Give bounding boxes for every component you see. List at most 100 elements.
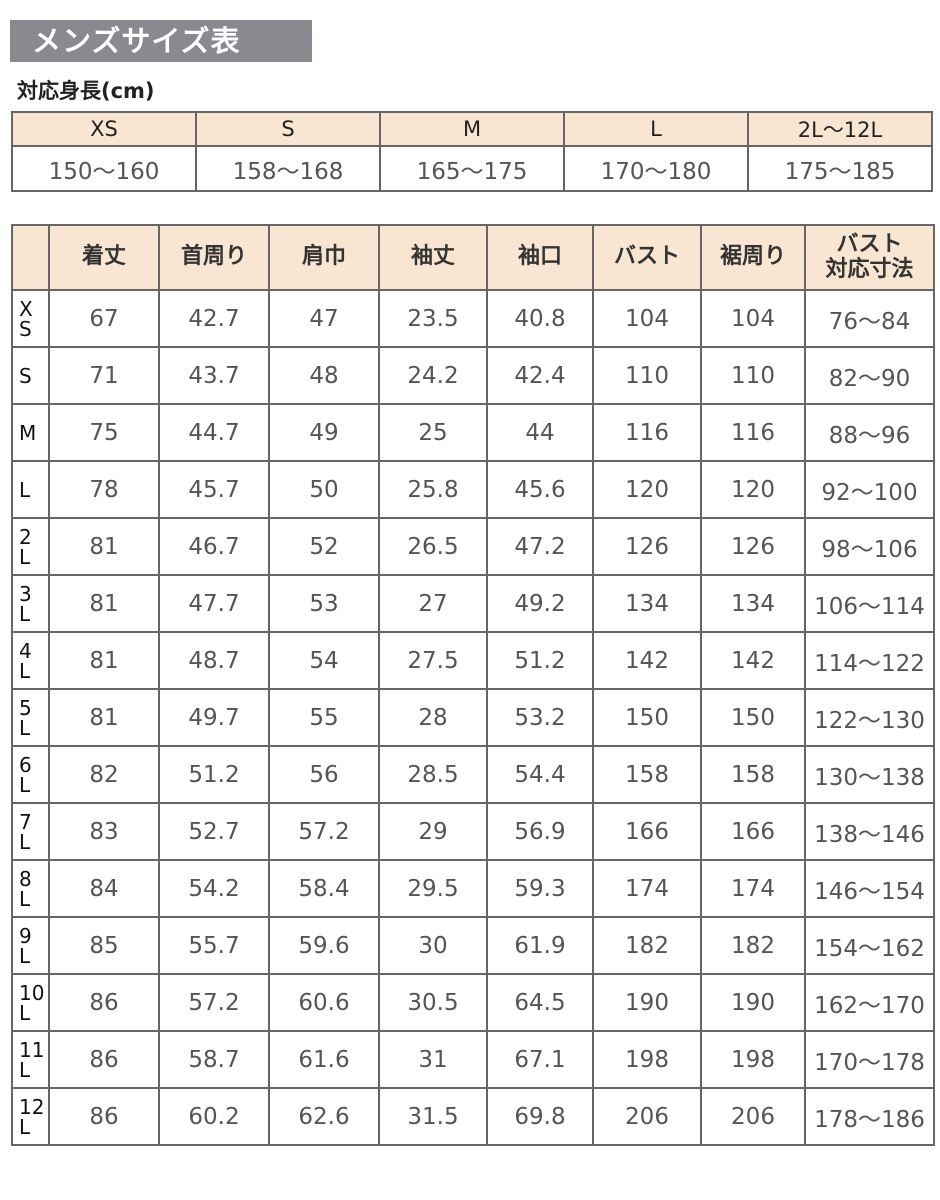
table-cell: 178〜186 (804, 1087, 935, 1146)
table-cell: 28.5 (378, 745, 488, 804)
table-cell: 88〜96 (804, 403, 935, 462)
table-cell: 48 (268, 346, 380, 405)
table-cell: 190 (700, 973, 806, 1032)
table-cell: 53 (268, 574, 380, 633)
column-header: 袖丈 (378, 224, 488, 291)
column-header: 着丈 (48, 224, 160, 291)
table-cell: 114〜122 (804, 631, 935, 690)
table-row: 2 L 81 46.7 52 26.5 47.2 126 126 98〜106 (11, 517, 935, 576)
table-cell: 71 (48, 346, 160, 405)
table-cell: 116 (592, 403, 702, 462)
table-cell: 162〜170 (804, 973, 935, 1032)
table-cell: 25 (378, 403, 488, 462)
table-cell: 81 (48, 688, 160, 747)
table-cell: 86 (48, 973, 160, 1032)
table-cell: 56 (268, 745, 380, 804)
column-header: 首周り (158, 224, 270, 291)
table-cell: 60.6 (268, 973, 380, 1032)
table-row: S 71 43.7 48 24.2 42.4 110 110 82〜90 (11, 346, 935, 405)
table-cell: 182 (700, 916, 806, 975)
size-label: 3 L (11, 574, 50, 633)
table-cell: 54.2 (158, 859, 270, 918)
table-cell: 198 (592, 1030, 702, 1089)
table-cell: 57.2 (158, 973, 270, 1032)
table-cell: 55 (268, 688, 380, 747)
column-header: バスト 対応寸法 (804, 224, 935, 291)
table-cell: 61.6 (268, 1030, 380, 1089)
height-range: 170〜180 (563, 145, 749, 192)
size-label: 11 L (11, 1030, 50, 1089)
size-label: M (11, 403, 50, 462)
size-table-header-row: 着丈 首周り 肩巾 袖丈 袖口 バスト 裾周り バスト 対応寸法 (11, 224, 935, 291)
table-cell: 54 (268, 631, 380, 690)
table-cell: 81 (48, 631, 160, 690)
table-cell: 30.5 (378, 973, 488, 1032)
table-cell: 158 (700, 745, 806, 804)
height-header-row: XS S M L 2L〜12L (11, 111, 933, 147)
size-label: 12 L (11, 1087, 50, 1146)
table-cell: 166 (592, 802, 702, 861)
table-cell: 30 (378, 916, 488, 975)
table-cell: 126 (592, 517, 702, 576)
table-cell: 44.7 (158, 403, 270, 462)
size-label: 6 L (11, 745, 50, 804)
table-cell: 78 (48, 460, 160, 519)
table-cell: 174 (592, 859, 702, 918)
table-row: 11 L 86 58.7 61.6 31 67.1 198 198 170〜178 (11, 1030, 935, 1089)
table-cell: 150 (592, 688, 702, 747)
table-row: X S 67 42.7 47 23.5 40.8 104 104 76〜84 (11, 289, 935, 348)
table-cell: 67 (48, 289, 160, 348)
table-cell: 67.1 (486, 1030, 594, 1089)
table-cell: 81 (48, 517, 160, 576)
table-cell: 82 (48, 745, 160, 804)
table-cell: 170〜178 (804, 1030, 935, 1089)
page-title: メンズサイズ表 (10, 20, 312, 62)
height-range-row: 150〜160 158〜168 165〜175 170〜180 175〜185 (11, 145, 933, 192)
table-cell: 150 (700, 688, 806, 747)
table-cell: 48.7 (158, 631, 270, 690)
table-cell: 51.2 (158, 745, 270, 804)
table-cell: 92〜100 (804, 460, 935, 519)
table-cell: 116 (700, 403, 806, 462)
table-cell: 198 (700, 1030, 806, 1089)
table-cell: 166 (700, 802, 806, 861)
size-label: L (11, 460, 50, 519)
column-header (11, 224, 50, 291)
size-label: 9 L (11, 916, 50, 975)
size-label: 2 L (11, 517, 50, 576)
table-row: 6 L 82 51.2 56 28.5 54.4 158 158 130〜138 (11, 745, 935, 804)
size-label: 4 L (11, 631, 50, 690)
table-cell: 56.9 (486, 802, 594, 861)
table-cell: 54.4 (486, 745, 594, 804)
table-cell: 158 (592, 745, 702, 804)
table-cell: 24.2 (378, 346, 488, 405)
table-cell: 84 (48, 859, 160, 918)
table-cell: 45.6 (486, 460, 594, 519)
table-cell: 47.2 (486, 517, 594, 576)
table-cell: 75 (48, 403, 160, 462)
table-cell: 58.7 (158, 1030, 270, 1089)
table-cell: 98〜106 (804, 517, 935, 576)
table-row: 8 L 84 54.2 58.4 29.5 59.3 174 174 146〜154 (11, 859, 935, 918)
table-row: 3 L 81 47.7 53 27 49.2 134 134 106〜114 (11, 574, 935, 633)
table-cell: 52.7 (158, 802, 270, 861)
table-cell: 69.8 (486, 1087, 594, 1146)
table-cell: 62.6 (268, 1087, 380, 1146)
table-cell: 31 (378, 1030, 488, 1089)
table-cell: 49 (268, 403, 380, 462)
table-row: L 78 45.7 50 25.8 45.6 120 120 92〜100 (11, 460, 935, 519)
table-cell: 110 (592, 346, 702, 405)
table-cell: 59.3 (486, 859, 594, 918)
table-cell: 142 (700, 631, 806, 690)
table-cell: 42.4 (486, 346, 594, 405)
table-cell: 81 (48, 574, 160, 633)
table-cell: 47.7 (158, 574, 270, 633)
table-cell: 42.7 (158, 289, 270, 348)
column-header: 袖口 (486, 224, 594, 291)
table-cell: 52 (268, 517, 380, 576)
table-cell: 134 (700, 574, 806, 633)
size-label: S (11, 346, 50, 405)
table-row: 10 L 86 57.2 60.6 30.5 64.5 190 190 162〜170 (11, 973, 935, 1032)
table-cell: 104 (592, 289, 702, 348)
table-cell: 60.2 (158, 1087, 270, 1146)
